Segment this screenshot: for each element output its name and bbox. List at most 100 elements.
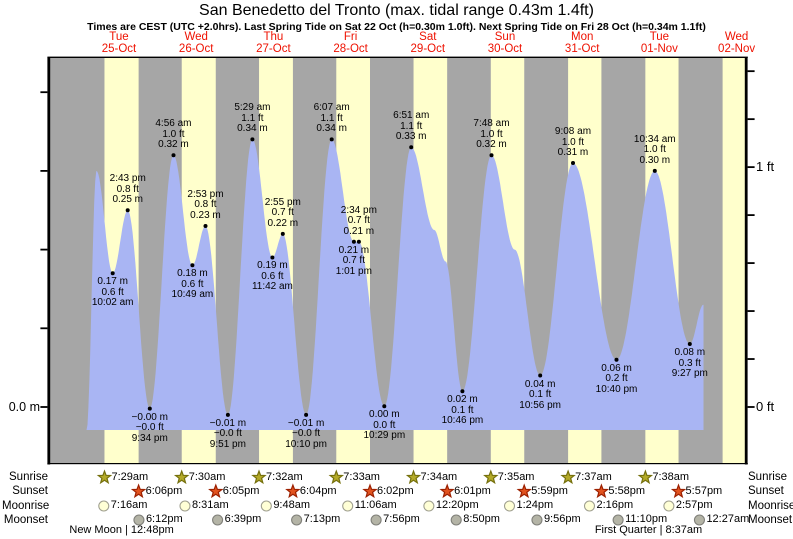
moonrise-time: 2:16pm — [596, 499, 634, 511]
sunset-time: 5:58pm — [608, 484, 646, 497]
annotation-line: 6:51 am — [393, 110, 430, 122]
sunset-star-icon — [670, 483, 687, 499]
moonrise-time: 2:57pm — [675, 499, 713, 511]
low-tide-annotation: 0.19 m 0.6 ft 11:42 am — [226, 261, 318, 293]
sunrise-star-icon — [328, 469, 345, 485]
y-axis-label-0ft: 0 ft — [756, 399, 775, 414]
annotation-line: 1.1 ft — [400, 120, 423, 132]
high-tide-annotation: 4:56 am 1.0 ft 0.32 m — [127, 119, 219, 151]
moonrise-time: 11:06am — [354, 499, 397, 511]
y-axis-label-meters: 0.0 m — [8, 400, 40, 414]
day-header: Wed 02-Nov — [705, 31, 769, 55]
low-tide-annotation: 0.00 m 0.0 ft 10:29 pm — [338, 410, 430, 442]
moonrise-circle-icon — [342, 500, 354, 512]
high-tide-annotation: 10:34 am 1.0 ft 0.30 m — [609, 133, 701, 167]
sunset-time: 6:02pm — [377, 484, 414, 497]
annotation-line: 0.6 ft — [261, 270, 284, 282]
y-axis-left — [47, 57, 51, 465]
moonrise-time: 1:24pm — [516, 499, 554, 511]
tide-curve-area — [86, 139, 704, 430]
row-label-moonset-right: Moonset — [748, 513, 793, 526]
moonset-time: 8:50pm — [463, 513, 500, 525]
annotation-line: −0.01 m — [209, 417, 247, 429]
sunset-star-icon — [130, 483, 147, 499]
tide-extremum-dot — [110, 271, 115, 276]
annotation-line: −0.0 ft — [213, 428, 242, 440]
annotation-line: 6:07 am — [313, 102, 350, 114]
annotation-line: 0.02 m — [447, 394, 478, 406]
annotation-line: 0.17 m — [97, 276, 128, 288]
annotation-line: 0.22 m — [267, 217, 299, 229]
plot-bottom-border — [47, 463, 748, 465]
sunrise-star-icon — [405, 469, 422, 485]
high-tide-annotation: 2:55 pm 0.7 ft 0.22 m — [237, 197, 329, 230]
sunrise-time: 7:35am — [497, 470, 535, 483]
day-date: 27-Oct — [256, 42, 291, 55]
spring-tide-subtitle: Times are CEST (UTC +2.0hrs). Last Sprin… — [87, 21, 706, 33]
sunset-star-icon — [593, 483, 610, 499]
moonrise-circle-icon — [583, 500, 596, 512]
right-tick-mark — [747, 70, 755, 73]
day-header: Tue 25-Oct — [87, 31, 151, 55]
high-tide-annotation: 7:48 am 1.0 ft 0.32 m — [445, 119, 537, 151]
high-tide-annotation: 6:51 am 1.1 ft 0.33 m — [365, 111, 457, 143]
right-tick-mark — [747, 166, 755, 169]
day-of-week: Tue — [109, 31, 129, 43]
row-label-sunrise-right: Sunrise — [748, 471, 787, 483]
left-tick-mark — [40, 406, 48, 408]
annotation-line: 0.2 ft — [605, 373, 628, 385]
annotation-line: 1.0 ft — [561, 136, 585, 148]
high-tide-annotation: 9:08 am 1.0 ft 0.31 m — [527, 127, 619, 159]
sunrise-time: 7:33am — [343, 470, 380, 483]
day-of-week: Fri — [343, 31, 358, 43]
day-date: 26-Oct — [178, 42, 214, 55]
tide-extremum-dot — [687, 342, 692, 346]
moonrise-time: 8:31am — [191, 499, 229, 511]
annotation-line: 9:27 pm — [671, 368, 708, 380]
tide-extremum-dot — [203, 224, 208, 228]
annotation-line: 0.08 m — [674, 347, 706, 359]
low-tide-annotation: 0.06 m 0.2 ft 10:40 pm — [571, 363, 663, 396]
annotation-line: 0.21 m — [343, 225, 375, 237]
moonset-circle-icon — [133, 514, 145, 526]
annotation-line: 1.1 ft — [241, 112, 264, 124]
moonrise-circle-icon — [260, 500, 272, 512]
sunrise-time: 7:34am — [420, 470, 458, 483]
moonset-time: 6:12pm — [145, 513, 183, 525]
sunrise-time: 7:32am — [266, 470, 303, 483]
left-tick-mark — [40, 327, 48, 330]
sunrise-star-icon — [173, 469, 190, 485]
sunrise-time: 7:30am — [188, 470, 226, 483]
day-date: 25-Oct — [101, 42, 137, 55]
day-header: Sat 29-Oct — [396, 31, 460, 55]
tide-extremum-dot — [329, 137, 334, 142]
annotation-line: 0.00 m — [369, 409, 400, 421]
moonset-time: 7:56pm — [383, 513, 420, 525]
tide-extremum-dot — [225, 412, 230, 417]
tide-extremum-dot — [147, 406, 152, 411]
moonrise-circle-icon — [98, 500, 110, 512]
annotation-line: 10:34 am — [633, 133, 676, 145]
annotation-line: 2:34 pm — [340, 204, 377, 216]
moonrise-time: 7:16am — [110, 499, 148, 511]
tide-extremum-dot — [538, 373, 543, 378]
annotation-line: 9:34 pm — [131, 432, 168, 444]
annotation-line: 9:08 am — [554, 126, 592, 138]
sunset-time: 6:06pm — [145, 484, 183, 497]
moonrise-circle-icon — [423, 500, 435, 512]
tide-extremum-dot — [614, 357, 619, 362]
sunset-star-icon — [285, 483, 301, 499]
annotation-line: 0.8 ft — [116, 183, 139, 195]
tide-extremum-dot — [250, 137, 255, 142]
annotation-line: 1.0 ft — [480, 128, 503, 140]
moonset-time: 6:39pm — [224, 513, 262, 525]
tide-extremum-dot — [409, 145, 414, 150]
daylight-band — [722, 58, 745, 464]
moonset-circle-icon — [370, 514, 382, 526]
day-header: Wed 26-Oct — [164, 31, 228, 55]
annotation-line: 10:46 pm — [441, 415, 484, 427]
annotation-line: −0.01 m — [287, 417, 325, 429]
left-tick-mark — [40, 170, 48, 172]
annotation-line: 0.7 ft — [271, 207, 294, 219]
